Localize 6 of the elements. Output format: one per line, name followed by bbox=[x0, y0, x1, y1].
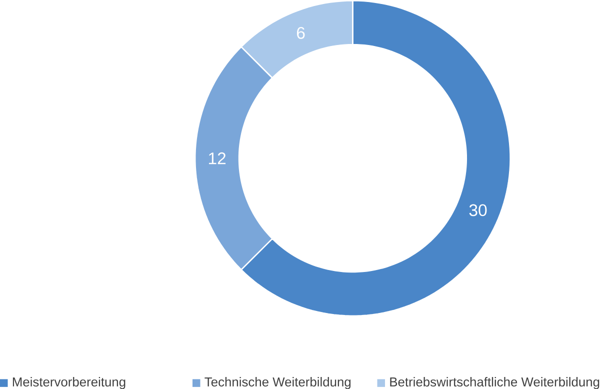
legend-label: Technische Weiterbildung bbox=[204, 377, 351, 389]
data-label: 30 bbox=[469, 204, 487, 216]
data-label: 12 bbox=[208, 152, 226, 164]
legend-label: Betriebswirtschaftliche Weiterbildung bbox=[390, 377, 600, 389]
legend-label: Meistervorbereitung bbox=[12, 377, 126, 389]
data-label: 6 bbox=[296, 26, 305, 39]
